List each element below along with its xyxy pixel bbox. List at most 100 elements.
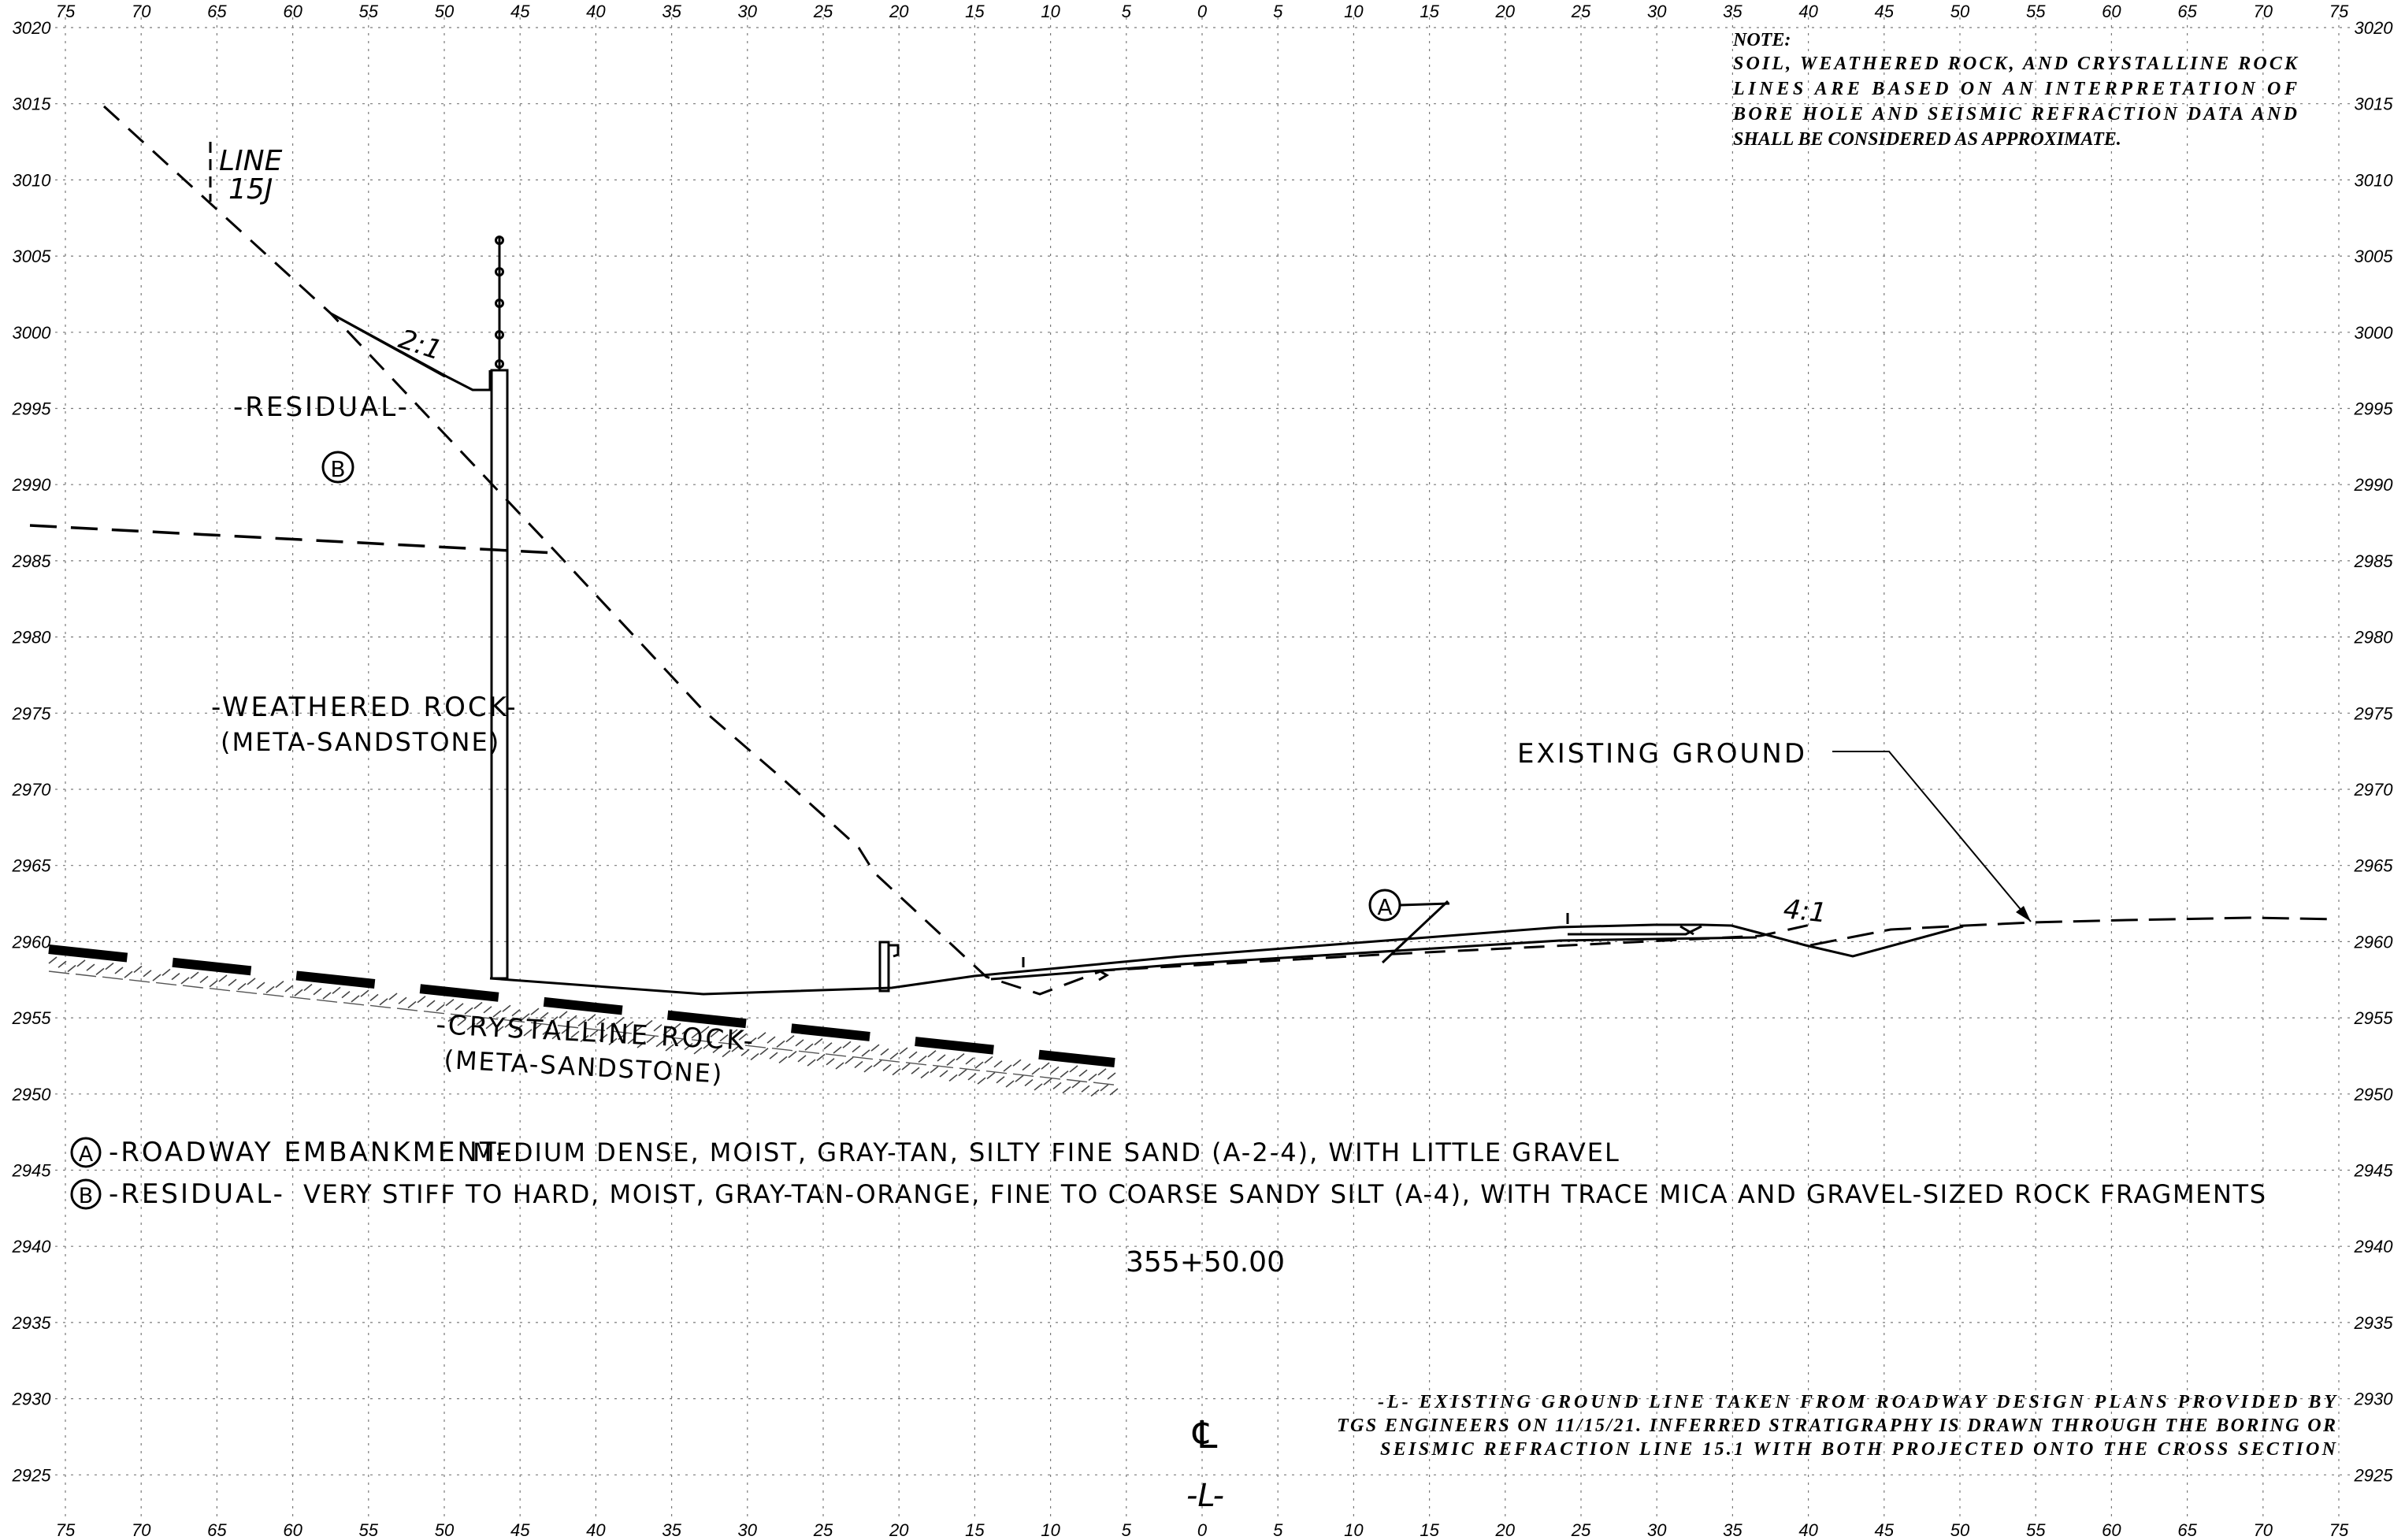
offset-label-bottom: 40	[1798, 1520, 1818, 1540]
offset-label-top: 65	[2177, 2, 2197, 21]
offset-label-top: 50	[1950, 2, 1970, 21]
elevation-label-right: 2930	[2354, 1390, 2394, 1409]
offset-label-bottom: 65	[207, 1520, 227, 1540]
elevation-label-left: 3020	[13, 18, 52, 38]
callout-b: B	[321, 451, 354, 484]
note-title: NOTE:	[1732, 30, 1791, 50]
elevation-label-left: 3015	[13, 95, 52, 114]
offset-label-top: 0	[1197, 2, 1208, 21]
offset-label-top: 30	[1647, 2, 1667, 21]
legend-b-desc: VERY STIFF TO HARD, MOIST, GRAY-TAN-ORAN…	[303, 1179, 2267, 1209]
offset-label-bottom: 50	[435, 1520, 455, 1540]
offset-label-bottom: 75	[2329, 1520, 2349, 1540]
elevation-label-left: 2970	[12, 780, 52, 800]
offset-label-bottom: 35	[662, 1520, 681, 1540]
offset-label-top: 75	[56, 2, 76, 21]
centerline-label: -L-	[1186, 1478, 1224, 1514]
offset-label-top: 25	[813, 2, 833, 21]
offset-label-top: 40	[1798, 2, 1818, 21]
offset-label-top: 25	[1571, 2, 1591, 21]
elevation-label-right: 2995	[2354, 399, 2394, 419]
elevation-label-right: 3005	[2355, 247, 2394, 266]
crystalline-rock-line	[48, 944, 1115, 1067]
seismic-refraction-line	[102, 105, 1811, 996]
elevation-label-right: 2985	[2354, 551, 2394, 571]
offset-label-top: 60	[2102, 2, 2121, 21]
line-15j-tag: LINE 15J	[209, 142, 283, 206]
note-line-1: SOIL, WEATHERED ROCK, AND CRYSTALLINE RO…	[1733, 54, 2299, 74]
elevation-label-right: 2990	[2354, 475, 2394, 495]
line-tag-label-2: 15J	[228, 173, 273, 206]
elevation-label-right: 2925	[2354, 1465, 2394, 1485]
elevation-label-right: 3010	[2355, 170, 2394, 190]
offset-label-bottom: 70	[132, 1520, 151, 1540]
offset-label-top: 10	[1041, 2, 1060, 21]
offset-label-top: 70	[132, 2, 151, 21]
offset-label-bottom: 60	[2102, 1520, 2121, 1540]
offset-label-bottom: 35	[1723, 1520, 1743, 1540]
elevation-label-left: 2995	[12, 399, 52, 419]
offset-label-bottom: 50	[1950, 1520, 1970, 1540]
offset-label-bottom: 15	[965, 1520, 985, 1540]
offset-label-top: 45	[1875, 2, 1895, 21]
footnote-line-3: SEISMIC REFRACTION LINE 15.1 WITH BOTH P…	[1380, 1439, 2337, 1460]
footnote-line-1: -L- EXISTING GROUND LINE TAKEN FROM ROAD…	[1378, 1392, 2337, 1412]
svg-text:A: A	[1377, 894, 1392, 920]
existing-ground-leader	[1832, 751, 2032, 922]
elevation-label-left: 2925	[12, 1465, 52, 1485]
offset-label-top: 30	[738, 2, 758, 21]
elevation-label-right: 2955	[2354, 1008, 2394, 1028]
elevation-label-right: 3020	[2355, 18, 2394, 38]
elevation-label-right: 2960	[2354, 932, 2394, 952]
offset-label-bottom: 60	[283, 1520, 302, 1540]
elevation-label-left: 2975	[12, 703, 52, 723]
elevation-label-left: 2985	[12, 551, 52, 571]
existing-ground-line	[1809, 916, 2336, 947]
offset-label-bottom: 5	[1273, 1520, 1283, 1540]
elevation-label-right: 2975	[2354, 703, 2394, 723]
offset-label-bottom: 15	[1420, 1520, 1439, 1540]
elevation-label-left: 2945	[12, 1161, 52, 1181]
elevation-label-right: 3000	[2355, 323, 2394, 343]
elevation-label-left: 2930	[12, 1390, 52, 1409]
offset-label-bottom: 10	[1344, 1520, 1364, 1540]
offset-label-bottom: 30	[738, 1520, 758, 1540]
elevation-label-left: 2940	[12, 1237, 52, 1256]
elevation-label-left: 2960	[12, 932, 52, 952]
note-block: NOTE: SOIL, WEATHERED ROCK, AND CRYSTALL…	[1732, 30, 2299, 150]
offset-label-top: 15	[965, 2, 985, 21]
elevation-label-right: 2950	[2354, 1085, 2394, 1104]
line-tag-label-1: LINE	[219, 145, 283, 177]
legend-a-marker: A	[79, 1142, 94, 1167]
offset-label-bottom: 5	[1122, 1520, 1132, 1540]
offset-label-top: 40	[586, 2, 606, 21]
offset-label-top: 60	[283, 2, 302, 21]
offset-label-top: 55	[2026, 2, 2046, 21]
offset-label-bottom: 45	[1875, 1520, 1895, 1540]
offset-label-top: 75	[2329, 2, 2349, 21]
weathered-rock-label: -WEATHERED ROCK-	[211, 692, 518, 723]
offset-label-bottom: 65	[2177, 1520, 2197, 1540]
note-line-2: LINES ARE BASED ON AN INTERPRETATION OF	[1732, 79, 2297, 99]
offset-label-top: 5	[1273, 2, 1283, 21]
legend-a-name: -ROADWAY EMBANKMENT-	[109, 1137, 508, 1168]
elevation-label-right: 2940	[2354, 1237, 2394, 1256]
elevation-label-left: 2990	[12, 475, 52, 495]
footnote: -L- EXISTING GROUND LINE TAKEN FROM ROAD…	[1337, 1392, 2337, 1460]
offset-label-bottom: 55	[359, 1520, 379, 1540]
elevation-label-left: 2965	[12, 856, 52, 876]
existing-ground-label: EXISTING GROUND	[1517, 738, 1807, 770]
offset-label-bottom: 30	[1647, 1520, 1667, 1540]
legend-a-desc: MEDIUM DENSE, MOIST, GRAY-TAN, SILTY FIN…	[473, 1137, 1620, 1167]
note-line-3: BORE HOLE AND SEISMIC REFRACTION DATA AN…	[1732, 104, 2297, 124]
retaining-wall	[330, 236, 509, 980]
elevation-label-left: 2950	[12, 1085, 52, 1104]
guardrail-post	[878, 941, 900, 993]
elevation-label-left: 3005	[13, 247, 52, 266]
offset-label-top: 65	[207, 2, 227, 21]
axis-labels: 7575707065656060555550504545404035353030…	[12, 2, 2394, 1540]
elevation-label-left: 3010	[13, 170, 52, 190]
crystalline-rock-hatch	[48, 956, 1119, 1097]
slope-4-1-label: 4:1	[1782, 893, 1828, 930]
legend-b-name: -RESIDUAL-	[109, 1178, 285, 1210]
